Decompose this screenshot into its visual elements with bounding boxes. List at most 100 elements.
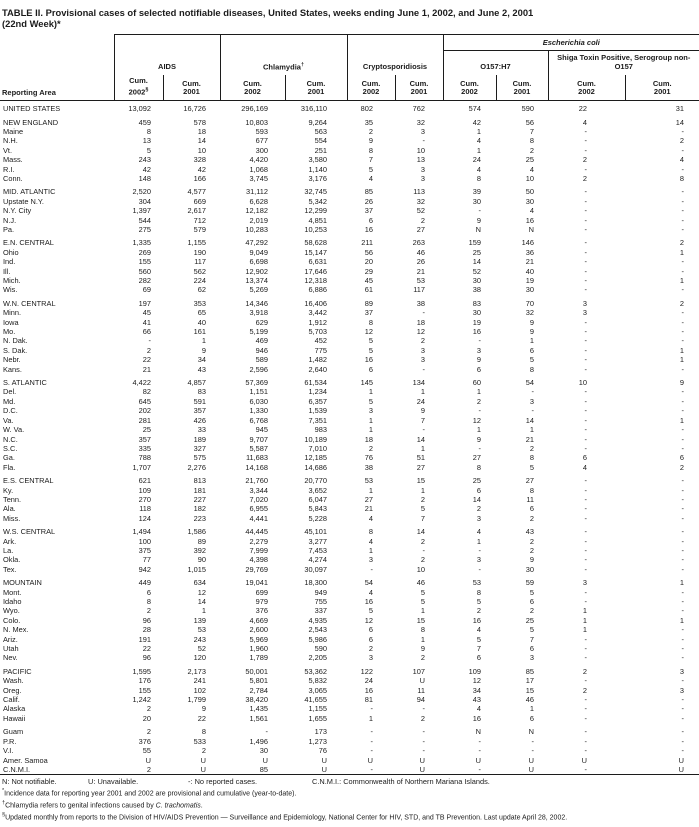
value-cell: 1,655 xyxy=(308,713,328,723)
value-cell: 3,918 xyxy=(249,308,269,318)
value-cell: U xyxy=(262,755,269,765)
value-cell: 35 xyxy=(364,117,374,127)
legend-row: N: Not notifiable. U: Unavailable. -: No… xyxy=(0,775,699,786)
value-cell: 3 xyxy=(420,355,426,365)
value-cell: 8 xyxy=(529,136,535,146)
value-cell: - xyxy=(531,406,535,416)
value-cell: 2 xyxy=(679,238,685,248)
value-cell: 6 xyxy=(476,485,482,495)
value-cell: 2,205 xyxy=(308,653,328,663)
value-cell: 32 xyxy=(416,117,426,127)
value-cell: 3,745 xyxy=(249,173,269,183)
value-cell: 3 xyxy=(582,308,588,318)
value-cell: 10 xyxy=(578,378,588,388)
value-cell: 452 xyxy=(314,336,328,346)
value-cell: 7 xyxy=(368,155,374,165)
value-cell: U xyxy=(200,764,207,774)
value-cell: 30 xyxy=(472,196,482,206)
value-cell: 263 xyxy=(412,238,426,248)
value-cell: 629 xyxy=(255,317,269,327)
value-cell: 76 xyxy=(318,746,328,756)
value-cell: 36 xyxy=(525,247,535,257)
value-cell: 5 xyxy=(420,597,426,606)
value-cell: 1,140 xyxy=(308,164,328,174)
legend-cnmi: C.N.M.I.: Commonwealth of Northern Maria… xyxy=(312,777,490,787)
value-cell: - xyxy=(681,485,685,495)
value-cell: 9 xyxy=(679,378,685,388)
value-cell: 2 xyxy=(529,145,535,155)
value-cell: 53 xyxy=(197,625,207,635)
value-cell: - xyxy=(584,676,588,686)
value-cell: 24 xyxy=(416,396,426,406)
value-cell: 2 xyxy=(420,555,426,565)
value-cell: 5,843 xyxy=(308,504,328,514)
reporting-area-cell: N.J. xyxy=(3,215,17,225)
value-cell: 69 xyxy=(142,285,151,295)
value-cell: 579 xyxy=(193,224,207,234)
value-cell: - xyxy=(584,704,588,714)
value-cell: 357 xyxy=(193,406,207,416)
value-cell: 11 xyxy=(526,494,535,504)
value-cell: 6 xyxy=(368,364,374,374)
value-cell: 3 xyxy=(476,555,482,565)
value-cell: N xyxy=(475,224,482,234)
value-cell: - xyxy=(681,387,685,397)
reporting-area-cell: N.C. xyxy=(3,434,18,444)
reporting-area-cell: La. xyxy=(3,545,14,555)
reporting-area-cell: Alaska xyxy=(3,704,26,714)
value-cell: 5,587 xyxy=(249,443,269,453)
value-cell: 50 xyxy=(525,187,535,197)
reporting-area-cell: Kans. xyxy=(3,364,22,374)
value-cell: 6 xyxy=(529,504,535,514)
table-row: W. Va. 25 33 945 983 1 - 1 1 - - xyxy=(0,425,699,434)
value-cell: 12,182 xyxy=(245,206,269,216)
table-row: Idaho 8 14 979 755 16 5 5 6 - - xyxy=(0,597,699,606)
value-cell: 37 xyxy=(364,308,374,318)
value-cell: 1,335 xyxy=(132,238,152,248)
value-cell: 2,276 xyxy=(187,462,207,472)
value-cell: - xyxy=(681,308,685,318)
table-body: UNITED STATES 13,092 16,726 296,169 316,110 8… xyxy=(0,101,699,775)
table-row: Tenn. 270 227 7,020 6,047 27 2 14 11 - - xyxy=(0,495,699,504)
value-cell: - xyxy=(584,285,588,295)
value-cell: 32 xyxy=(416,196,426,206)
value-cell: 18 xyxy=(197,126,207,136)
value-cell: 27 xyxy=(525,476,535,486)
value-cell: 176 xyxy=(138,676,151,686)
value-cell: 5,801 xyxy=(249,676,269,686)
value-cell: 4 xyxy=(368,513,374,523)
reporting-area-cell: N. Mex. xyxy=(3,625,29,635)
table-row: Vt. 5 10 300 251 8 10 1 2- - xyxy=(0,146,699,155)
value-cell: 5 xyxy=(420,587,426,597)
value-cell: 1 xyxy=(529,425,535,435)
table-row: Colo. 96 139 4,669 4,935 12 15 16 25 1 1 xyxy=(0,616,699,625)
value-cell: 211 xyxy=(361,238,374,248)
value-cell: 21 xyxy=(364,504,374,514)
value-cell: - xyxy=(584,247,588,257)
value-cell: 42 xyxy=(472,117,482,127)
value-cell: 946 xyxy=(255,345,269,355)
value-cell: - xyxy=(681,266,685,276)
value-cell: 562 xyxy=(193,266,207,276)
value-cell: 6,047 xyxy=(308,494,328,504)
value-cell: 1 xyxy=(420,606,426,616)
value-cell: N xyxy=(528,224,535,234)
value-cell: - xyxy=(148,336,151,346)
reporting-area-cell: D.C. xyxy=(3,406,18,416)
cum-col-header: Cum. 2001 xyxy=(162,75,221,102)
value-cell: 8 xyxy=(679,173,685,183)
value-cell: 6 xyxy=(582,453,588,463)
value-cell: 3 xyxy=(679,666,685,676)
value-cell: 7,351 xyxy=(308,415,328,425)
value-cell: 4 xyxy=(476,164,482,174)
value-cell: - xyxy=(584,276,588,285)
value-cell: 8 xyxy=(368,527,374,537)
value-cell: 6 xyxy=(679,453,685,463)
value-cell: 9 xyxy=(529,317,535,327)
value-cell: - xyxy=(681,527,685,537)
value-cell: 30 xyxy=(259,746,269,756)
value-cell: 89 xyxy=(364,298,374,308)
value-cell: 2,784 xyxy=(249,685,269,695)
value-cell: 3,580 xyxy=(308,155,328,165)
